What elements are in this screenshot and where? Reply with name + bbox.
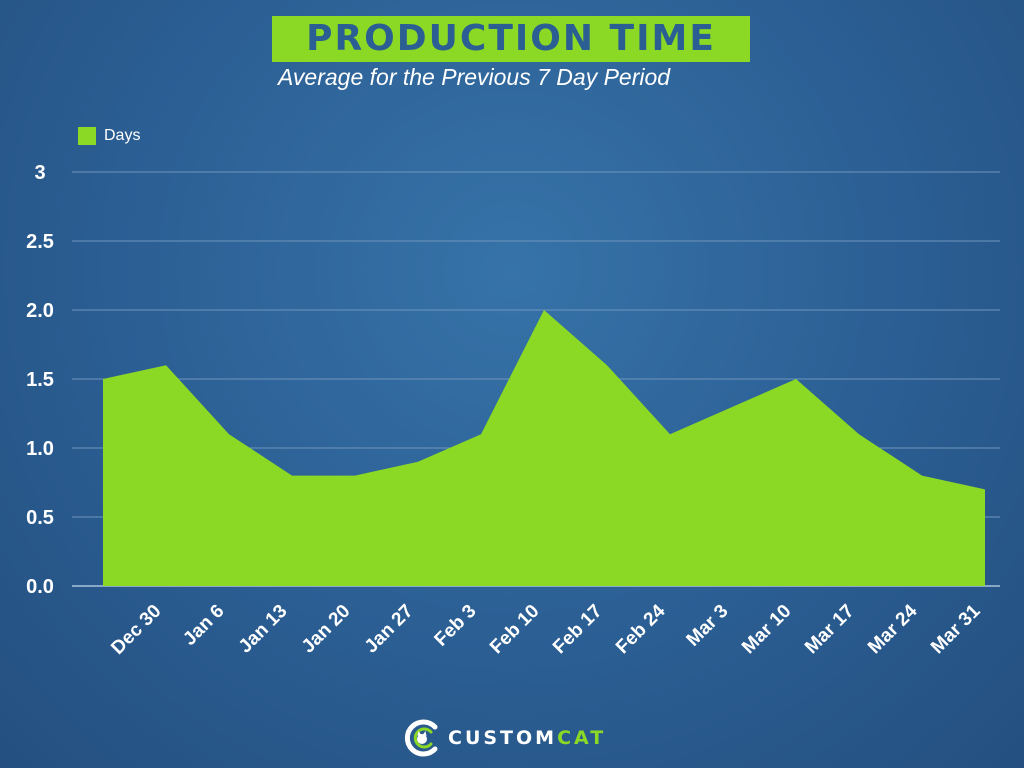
- logo-text-main: CUSTOM: [448, 727, 558, 749]
- x-tick-label: Dec 30: [107, 601, 165, 659]
- area-series-days: [103, 310, 985, 586]
- y-tick-label: 0.0: [26, 576, 54, 598]
- cat-c-logo-icon: [404, 719, 438, 757]
- x-tick-label: Mar 17: [801, 601, 858, 658]
- y-tick-label: 0.5: [26, 507, 54, 529]
- y-tick-label: 2.0: [26, 300, 54, 322]
- y-tick-label: 3: [34, 162, 45, 184]
- y-tick-label: 2.5: [26, 231, 54, 253]
- logo-text-accent: CAT: [557, 727, 607, 749]
- x-tick-label: Jan 13: [235, 601, 292, 658]
- chart-title: PRODUCTION TIME: [306, 18, 716, 59]
- x-tick-label: Mar 10: [738, 601, 795, 658]
- x-tick-label: Feb 24: [612, 600, 670, 658]
- legend: Days: [78, 127, 140, 145]
- x-tick-label: Mar 31: [927, 600, 985, 658]
- legend-swatch-days: [78, 127, 96, 145]
- x-tick-label: Feb 17: [549, 601, 606, 658]
- chart-subtitle: Average for the Previous 7 Day Period: [278, 64, 671, 90]
- x-tick-label: Mar 3: [683, 601, 733, 651]
- legend-label-days: Days: [104, 127, 141, 144]
- chart-title-box: PRODUCTION TIME: [272, 16, 750, 62]
- logo-wordmark: CUSTOMCAT: [448, 727, 606, 749]
- x-tick-label: Jan 6: [179, 601, 228, 650]
- x-tick-label: Jan 27: [361, 601, 418, 658]
- x-tick-label: Jan 20: [298, 601, 355, 658]
- x-tick-label: Mar 24: [864, 600, 922, 658]
- customcat-logo: CUSTOMCAT: [402, 718, 606, 758]
- x-tick-label: Feb 3: [431, 601, 481, 651]
- y-tick-label: 1.0: [26, 438, 54, 460]
- y-tick-label: 1.5: [26, 369, 54, 391]
- x-tick-label: Feb 10: [486, 601, 543, 658]
